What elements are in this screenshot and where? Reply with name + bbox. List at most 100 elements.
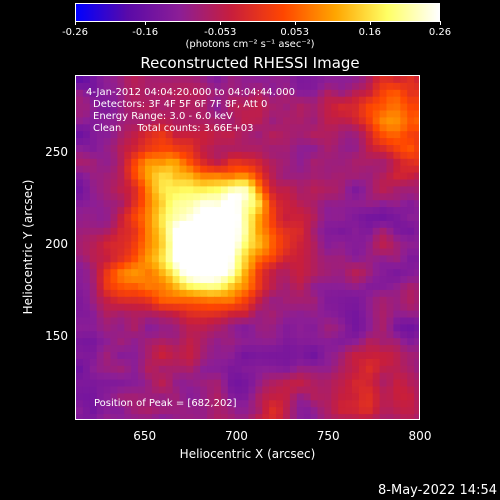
heatmap-cell	[227, 345, 236, 353]
heatmap-cell	[407, 200, 415, 208]
heatmap-cell	[76, 103, 84, 112]
heatmap-cell	[283, 255, 291, 263]
heatmap-cell	[241, 393, 250, 401]
heatmap-cell	[407, 193, 415, 201]
heatmap-cell	[338, 296, 346, 305]
heatmap-cell	[110, 393, 118, 401]
heatmap-cell	[82, 262, 91, 270]
heatmap-cell	[400, 255, 408, 263]
heatmap-cell	[193, 310, 201, 319]
heatmap-cell	[117, 76, 125, 84]
heatmap-cell	[269, 96, 277, 105]
heatmap-cell	[103, 89, 112, 98]
heatmap-cell	[241, 207, 250, 215]
heatmap-cell	[283, 151, 291, 160]
heatmap-cell	[248, 262, 256, 270]
heatmap-cell	[338, 227, 346, 236]
heatmap-cell	[227, 372, 236, 381]
heatmap-cell	[110, 227, 118, 236]
colorbar	[75, 3, 440, 22]
heatmap-cell	[317, 151, 325, 160]
heatmap-cell	[89, 76, 98, 84]
heatmap-cell	[248, 241, 256, 250]
heatmap-cell	[138, 234, 146, 243]
heatmap-cell	[407, 269, 415, 277]
heatmap-cell	[386, 193, 394, 201]
heatmap-cell	[186, 172, 194, 181]
heatmap-cell	[227, 207, 236, 215]
heatmap-cell	[365, 76, 374, 84]
heatmap-cell	[331, 400, 339, 408]
heatmap-cell	[151, 103, 160, 112]
heatmap-cell	[255, 110, 263, 118]
heatmap-cell	[131, 345, 139, 353]
heatmap-cell	[358, 310, 367, 319]
heatmap-cell	[227, 220, 236, 229]
heatmap-cell	[338, 269, 346, 277]
heatmap-cell	[241, 248, 250, 256]
heatmap-cell	[207, 303, 215, 312]
heatmap-cell	[96, 214, 105, 222]
heatmap-cell	[145, 289, 153, 298]
heatmap-cell	[324, 145, 332, 153]
heatmap-cell	[165, 262, 174, 270]
heatmap-cell	[414, 386, 419, 394]
heatmap-cell	[179, 352, 187, 360]
heatmap-cell	[158, 269, 167, 277]
heatmap-cell	[283, 234, 291, 243]
heatmap-cell	[331, 379, 339, 388]
heatmap-cell	[200, 365, 208, 374]
heatmap-cell	[269, 296, 277, 305]
heatmap-cell	[220, 352, 229, 360]
heatmap-cell	[276, 131, 284, 139]
heatmap-cell	[165, 131, 174, 139]
heatmap-cell	[193, 241, 201, 250]
heatmap-cell	[324, 262, 332, 270]
heatmap-cell	[400, 269, 408, 277]
heatmap-cell	[145, 379, 153, 388]
heatmap-cell	[365, 379, 374, 388]
heatmap-cell	[331, 110, 339, 118]
heatmap-cell	[200, 358, 208, 367]
heatmap-cell	[358, 165, 367, 174]
heatmap-cell	[179, 103, 187, 112]
heatmap-cell	[393, 310, 401, 319]
heatmap-cell	[345, 214, 353, 222]
heatmap-cell	[414, 186, 419, 194]
heatmap-cell	[124, 262, 132, 270]
heatmap-cell	[165, 303, 174, 312]
heatmap-cell	[145, 103, 153, 112]
heatmap-cell	[89, 117, 98, 125]
heatmap-cell	[303, 117, 312, 125]
heatmap-cell	[89, 200, 98, 208]
heatmap-cell	[172, 255, 181, 263]
heatmap-cell	[393, 145, 401, 153]
heatmap-cell	[283, 220, 291, 229]
heatmap-cell	[76, 262, 84, 270]
heatmap-cell	[96, 400, 105, 408]
heatmap-cell	[158, 179, 167, 187]
heatmap-cell	[89, 393, 98, 401]
heatmap-cell	[386, 289, 394, 298]
heatmap-cell	[283, 138, 291, 146]
heatmap-cell	[358, 255, 367, 263]
heatmap-cell	[262, 89, 270, 98]
heatmap-cell	[220, 414, 229, 419]
heatmap-cell	[386, 365, 394, 374]
heatmap-cell	[365, 214, 374, 222]
heatmap-cell	[241, 338, 250, 346]
heatmap-cell	[145, 407, 153, 415]
heatmap-cell	[303, 89, 312, 98]
heatmap-cell	[110, 158, 118, 167]
heatmap-cell	[283, 248, 291, 256]
heatmap-cell	[276, 365, 284, 374]
heatmap-cell	[331, 193, 339, 201]
heatmap-cell	[214, 138, 222, 146]
heatmap-cell	[317, 165, 325, 174]
heatmap-cell	[200, 310, 208, 319]
heatmap-cell	[414, 124, 419, 132]
heatmap-cell	[276, 110, 284, 118]
heatmap-cell	[276, 89, 284, 98]
heatmap-cell	[317, 220, 325, 229]
heatmap-cell	[234, 393, 243, 401]
